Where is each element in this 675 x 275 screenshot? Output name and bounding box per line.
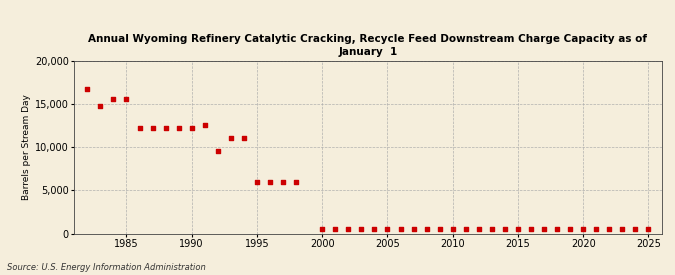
Point [199, 123, 210, 128]
Point [421, 227, 432, 232]
Point [578, 227, 589, 232]
Point [591, 227, 601, 232]
Point [173, 126, 184, 130]
Point [160, 126, 171, 130]
Point [277, 180, 288, 184]
Point [395, 227, 406, 232]
Point [408, 227, 419, 232]
Point [95, 104, 106, 109]
Point [291, 180, 302, 184]
Point [252, 180, 263, 184]
Point [134, 126, 145, 130]
Title: Annual Wyoming Refinery Catalytic Cracking, Recycle Feed Downstream Charge Capac: Annual Wyoming Refinery Catalytic Cracki… [88, 34, 647, 57]
Point [108, 97, 119, 102]
Point [565, 227, 576, 232]
Y-axis label: Barrels per Stream Day: Barrels per Stream Day [22, 94, 30, 200]
Point [343, 227, 354, 232]
Point [460, 227, 471, 232]
Point [473, 227, 484, 232]
Point [382, 227, 393, 232]
Point [617, 227, 628, 232]
Point [121, 97, 132, 101]
Point [330, 227, 341, 232]
Point [448, 227, 458, 232]
Point [604, 227, 615, 232]
Point [551, 227, 562, 232]
Point [369, 227, 380, 232]
Point [512, 227, 523, 232]
Point [317, 227, 327, 232]
Point [82, 87, 92, 91]
Point [500, 227, 510, 232]
Point [225, 136, 236, 141]
Point [539, 227, 549, 232]
Point [186, 126, 197, 130]
Point [147, 126, 158, 130]
Text: Source: U.S. Energy Information Administration: Source: U.S. Energy Information Administ… [7, 263, 205, 272]
Point [434, 227, 445, 232]
Point [487, 227, 497, 232]
Point [238, 136, 249, 141]
Point [265, 180, 275, 184]
Point [630, 227, 641, 232]
Point [526, 227, 537, 232]
Point [213, 149, 223, 154]
Point [643, 227, 654, 232]
Point [356, 227, 367, 232]
